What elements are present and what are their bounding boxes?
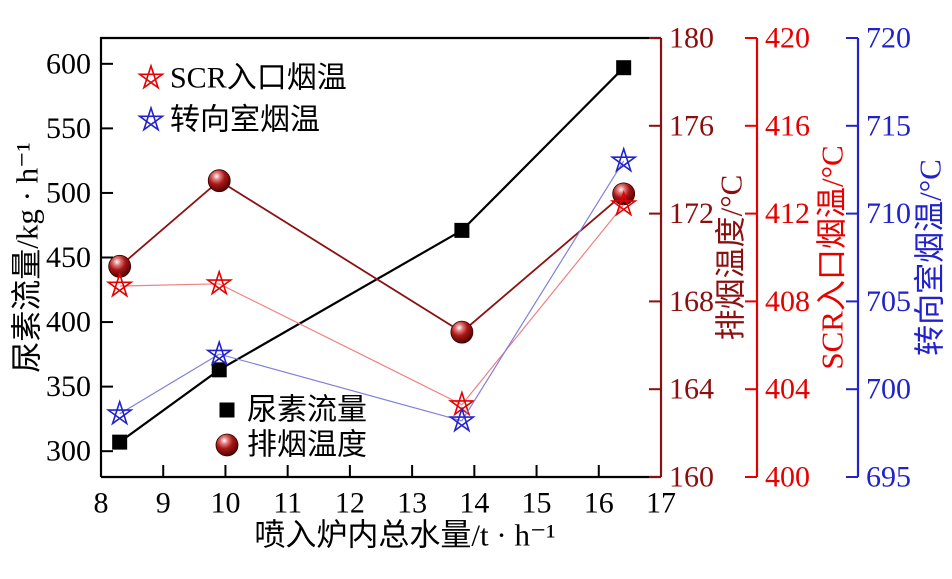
series-line-urea: [119, 66, 625, 443]
series-line-turn: [119, 160, 625, 422]
y-axis-left-title: 尿素流量/kg · h⁻¹: [10, 142, 45, 373]
legend-marker-turn: [137, 105, 165, 132]
data-point-urea-2: [454, 222, 470, 238]
series-scr: [105, 190, 638, 417]
data-point-urea-0: [112, 434, 128, 450]
legend-item-1: 尿素流量: [219, 394, 367, 427]
y-tick-label: 412: [765, 197, 810, 230]
data-point-turn-2: [448, 406, 476, 433]
y-tick-label: 416: [765, 109, 810, 142]
data-point-scr-1: [205, 269, 234, 296]
data-point-exhaust-2: [450, 320, 474, 344]
x-tick-label: 16: [584, 487, 614, 520]
legend-marker-urea: [219, 402, 235, 418]
series-turn: [105, 146, 638, 433]
y-tick-label: 408: [765, 285, 810, 318]
data-point-urea-3: [616, 60, 632, 76]
series-line-scr: [119, 204, 625, 406]
series-line-exhaust: [119, 179, 625, 334]
data-point-exhaust-1: [207, 169, 231, 193]
y-axis-right-title-exhaust: 排烟温度/°C: [714, 175, 749, 341]
legend-marker-exhaust: [215, 433, 239, 457]
y-tick-label: 400: [765, 461, 810, 494]
series-urea: [112, 60, 632, 450]
y-tick-label: 420: [765, 22, 810, 55]
x-tick-label: 11: [273, 487, 302, 520]
y-axis-right-title-turn: 转向室烟温/°C: [913, 159, 948, 356]
y-tick-label: 404: [765, 373, 810, 406]
y-tick-label: 600: [46, 47, 91, 80]
series-exhaust: [108, 169, 636, 344]
legend-item-2: 转向室烟温: [137, 104, 320, 137]
x-axis-title: 喷入炉内总水量/t · h⁻¹: [254, 518, 555, 553]
x-axis: 8 9 10 11 12 13 14 15 16 17 喷入炉内总水量/t · h⁻¹: [94, 465, 676, 553]
y-tick-label: 705: [866, 285, 911, 318]
y-tick-label: 710: [866, 197, 911, 230]
y-tick-label: 164: [669, 373, 714, 406]
plot-frame: [99, 36, 661, 479]
x-tick-label: 14: [459, 487, 489, 520]
data-point-turn-1: [205, 339, 234, 366]
y-axis-right-title-scr: SCR入口烟温/°C: [815, 145, 850, 369]
y-tick-label: 400: [46, 306, 91, 339]
legend-item-2: 排烟温度: [215, 429, 367, 462]
x-tick-label: 10: [210, 487, 240, 520]
y-tick-label: 168: [669, 285, 714, 318]
y-axis-right-exhaust: 160 164 168 172 176 180 排烟温度/°C: [649, 22, 749, 494]
data-point-turn-3: [609, 146, 638, 173]
y-tick-label: 160: [669, 461, 714, 494]
x-tick-label: 8: [94, 487, 109, 520]
y-tick-label: 500: [46, 176, 91, 209]
x-tick-label: 15: [522, 487, 552, 520]
legend-label: 排烟温度: [247, 429, 367, 462]
legend-marker-scr: [137, 63, 165, 90]
y-tick-label: 300: [46, 435, 91, 468]
y-tick-label: 172: [669, 197, 714, 230]
x-tick-label: 13: [397, 487, 427, 520]
y-tick-label: 350: [46, 370, 91, 403]
data-point-urea-1: [211, 362, 227, 378]
x-tick-label: 12: [335, 487, 365, 520]
y-tick-label: 450: [46, 241, 91, 274]
data-point-scr-0: [105, 271, 134, 298]
x-tick-label: 9: [156, 487, 171, 520]
legend-label: 转向室烟温: [170, 104, 320, 137]
y-tick-label: 700: [866, 373, 911, 406]
y-tick-label: 550: [46, 112, 91, 145]
legend-label: 尿素流量: [247, 394, 367, 427]
y-tick-label: 176: [669, 109, 714, 142]
legend-label: SCR入口烟温: [170, 62, 347, 95]
data-point-scr-3: [609, 190, 638, 217]
data-point-exhaust-0: [108, 254, 132, 278]
y-axis-right-turn: 695 700 705 710 715 720 转向室烟温/°C: [846, 22, 948, 494]
y-axis-left-urea: 300 350 400 450 500 550 600 尿素流量/kg · h⁻¹: [10, 47, 113, 468]
x-tick-label: 17: [646, 487, 676, 520]
y-tick-label: 695: [866, 461, 911, 494]
y-axis-right-scr: 400 404 408 412 416 420 SCR入口烟温/°C: [745, 22, 850, 494]
y-tick-label: 180: [669, 22, 714, 55]
y-tick-label: 715: [866, 109, 911, 142]
legend-item-1: SCR入口烟温: [137, 62, 347, 95]
data-point-turn-0: [105, 399, 134, 426]
y-tick-label: 720: [866, 22, 911, 55]
